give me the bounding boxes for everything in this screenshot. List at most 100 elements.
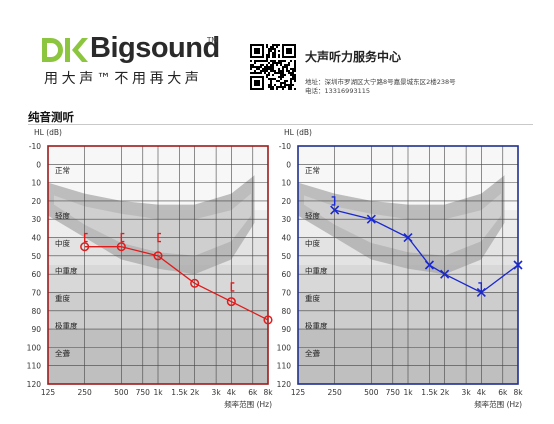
degree-label: 中度 [305,238,320,248]
degree-label: 轻度 [55,211,70,221]
service-center-name: 大声听力服务中心 [305,50,402,64]
x-tick-label: 750 [386,388,401,397]
brand-logo-mark [42,38,88,62]
x-tick-label: 1k [153,388,163,397]
y-tick-label: -10 [29,142,41,151]
y-tick-label: -10 [279,142,291,151]
y-tick-label: 50 [281,252,291,261]
data-point-circle [80,242,90,252]
y-tick-label: 70 [31,288,41,297]
x-tick-label: 2k [190,388,200,397]
y-axis-label: HL (dB) [284,128,312,137]
x-tick-label: 3k [462,388,472,397]
series-line [84,246,269,321]
degree-label: 正常 [305,166,320,175]
degree-label: 重度 [305,293,320,303]
brand-slogan: 用大声™不用再大声 [44,71,203,87]
data-point-cross [424,260,435,270]
y-tick-label: 30 [281,215,291,224]
x-tick-label: 3k [212,388,222,397]
x-tick-label: 1.5k [421,388,438,397]
x-tick-label: 250 [78,388,93,397]
data-point-cross [513,260,523,270]
data-point-bracket [331,196,336,206]
data-point-cross [440,269,450,279]
data-point-circle [153,251,163,261]
data-point-circle [263,315,273,325]
data-point-bracket [478,282,483,292]
y-tick-label: 40 [31,234,41,243]
x-tick-label: 6k [498,388,508,397]
x-tick-label: 8k [263,388,273,397]
service-center-address: 地址：深圳市罗湖区大宁路8号嘉景城东区2楼238号 [305,78,456,86]
y-tick-label: 50 [31,252,41,261]
brand-name: Bigsound [90,32,220,64]
y-tick-label: 80 [281,307,291,316]
x-axis-label: 频率范围 (Hz) [224,399,272,409]
degree-label: 极重度 [55,320,78,330]
y-tick-label: 60 [31,270,41,279]
degree-label: 极重度 [305,320,328,330]
qr-code [250,44,296,90]
y-tick-label: 40 [281,234,291,243]
x-axis-label: 频率范围 (Hz) [474,399,522,409]
x-tick-label: 250 [328,388,343,397]
x-tick-label: 1k [403,388,413,397]
x-tick-label: 6k [248,388,258,397]
y-tick-label: 30 [31,215,41,224]
x-tick-label: 4k [227,388,237,397]
y-tick-label: 110 [27,362,42,371]
x-tick-label: 500 [114,388,129,397]
x-tick-label: 750 [136,388,151,397]
data-point-bracket [120,232,125,243]
x-tick-label: 125 [41,388,56,397]
y-tick-label: 10 [281,179,291,188]
degree-label: 轻度 [305,211,320,221]
degree-label: 中重度 [305,265,328,275]
section-title: 纯音测听 [28,110,74,124]
y-tick-label: 100 [277,343,292,352]
data-point-cross [366,214,376,224]
brand-trademark: TM [207,36,218,44]
x-tick-label: 125 [291,388,306,397]
x-tick-label: 2k [440,388,450,397]
y-tick-label: 0 [36,160,41,169]
data-point-bracket [83,232,88,243]
x-tick-label: 8k [513,388,523,397]
y-tick-label: 120 [277,380,292,389]
data-point-bracket [230,282,235,292]
y-tick-label: 10 [31,179,41,188]
y-tick-label: 20 [31,197,41,206]
data-point-circle [190,278,200,288]
degree-label: 全聋 [305,348,320,358]
section-divider [28,124,533,125]
y-tick-label: 20 [281,197,291,206]
degree-label: 中重度 [55,265,78,275]
data-point-bracket [157,232,161,243]
y-tick-label: 110 [277,362,292,371]
degree-label: 正常 [55,166,70,175]
degree-label: 重度 [55,293,70,303]
y-tick-label: 70 [281,288,291,297]
x-tick-label: 4k [477,388,487,397]
x-tick-label: 500 [364,388,379,397]
data-point-cross [403,232,413,243]
data-point-circle [226,297,236,307]
speech-banana [298,175,505,275]
data-point-cross [330,205,340,215]
degree-label: 中度 [55,238,70,248]
degree-label: 全聋 [55,348,70,358]
y-axis-label: HL (dB) [34,128,62,137]
data-point-cross [476,287,486,298]
chart-border [47,145,269,385]
y-tick-label: 90 [281,325,291,334]
x-tick-label: 1.5k [171,388,188,397]
y-tick-label: 80 [31,307,41,316]
y-tick-label: 0 [286,160,291,169]
y-tick-label: 100 [27,343,42,352]
service-center-phone: 电话：13316993115 [305,87,370,95]
data-point-circle [116,242,126,252]
